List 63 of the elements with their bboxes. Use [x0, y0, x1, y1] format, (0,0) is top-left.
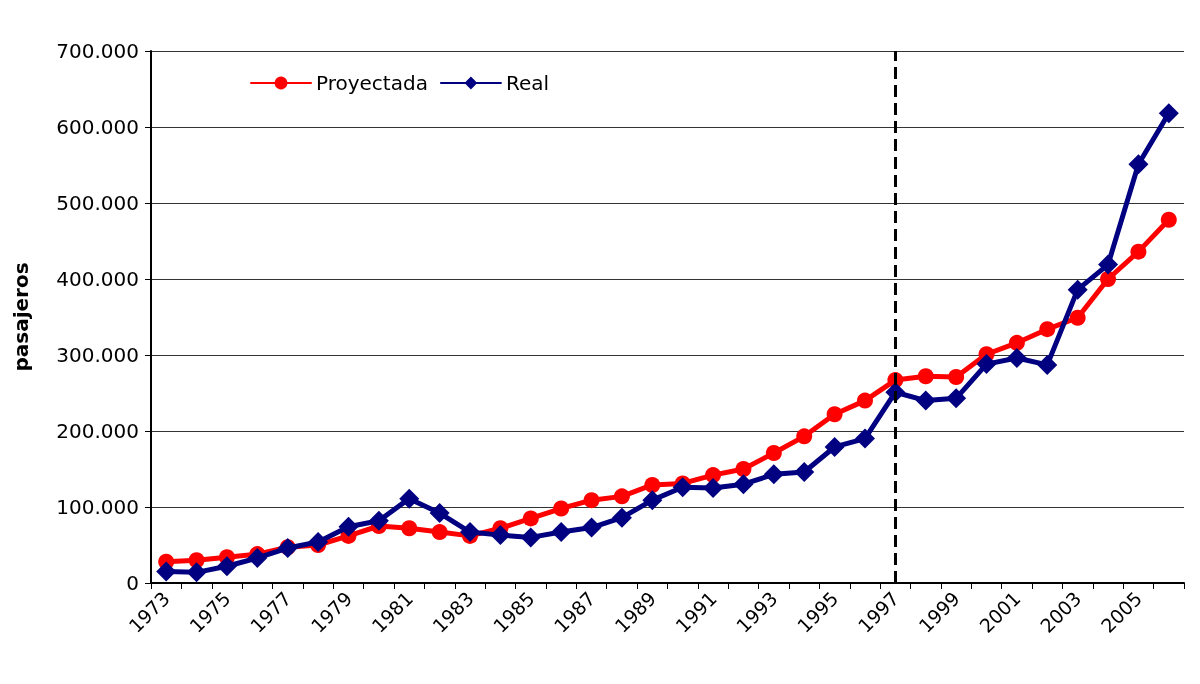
point: [976, 354, 997, 375]
y-axis-title: pasajeros: [9, 262, 33, 372]
point: [1037, 354, 1058, 375]
point: [399, 488, 420, 509]
point: [703, 478, 724, 498]
point: [794, 462, 815, 483]
point: [401, 520, 418, 537]
point: [763, 464, 784, 485]
point: [1128, 154, 1149, 175]
legend-label: Real: [505, 71, 550, 95]
point: [915, 390, 936, 411]
point: [156, 561, 177, 582]
y-tick-label: 100.000: [56, 495, 139, 519]
y-tick-label: 600.000: [56, 115, 139, 139]
point: [672, 477, 693, 498]
point: [551, 522, 572, 543]
point: [522, 510, 539, 527]
point: [368, 510, 389, 531]
point: [644, 476, 661, 493]
point: [583, 492, 600, 509]
point: [796, 428, 813, 445]
point: [520, 527, 541, 548]
point: [1098, 254, 1119, 275]
point: [429, 503, 450, 524]
point: [338, 516, 359, 537]
point: [186, 562, 207, 583]
point: [216, 556, 237, 577]
point: [1100, 271, 1117, 287]
point: [611, 507, 632, 528]
point: [735, 461, 752, 477]
point: [490, 525, 511, 546]
point: [948, 369, 965, 386]
point: [431, 524, 448, 541]
y-tick-label: 700.000: [56, 39, 139, 63]
point: [308, 531, 329, 552]
point: [824, 436, 845, 457]
point: [247, 547, 268, 568]
point: [946, 388, 967, 409]
point: [460, 522, 481, 543]
y-tick-label: 200.000: [56, 419, 139, 443]
point: [1130, 243, 1147, 260]
point: [1006, 348, 1027, 369]
point: [642, 490, 663, 511]
point: [1067, 279, 1088, 300]
legend-label: Proyectada: [316, 71, 428, 95]
y-tick-label: 500.000: [56, 191, 139, 215]
point: [917, 368, 934, 385]
y-tick-label: 400.000: [56, 267, 139, 291]
point: [854, 428, 875, 449]
point: [1069, 309, 1086, 326]
point: [765, 445, 782, 462]
point: [733, 474, 754, 495]
point: [857, 392, 873, 409]
point: [1039, 321, 1056, 338]
point: [581, 517, 602, 538]
y-tick-label: 300.000: [56, 343, 139, 367]
point: [613, 488, 630, 505]
point: [1158, 103, 1179, 124]
point: [1160, 211, 1177, 228]
point: [826, 406, 843, 423]
y-tick-label: 0: [126, 571, 139, 595]
point: [1008, 334, 1025, 351]
point: [553, 500, 570, 517]
